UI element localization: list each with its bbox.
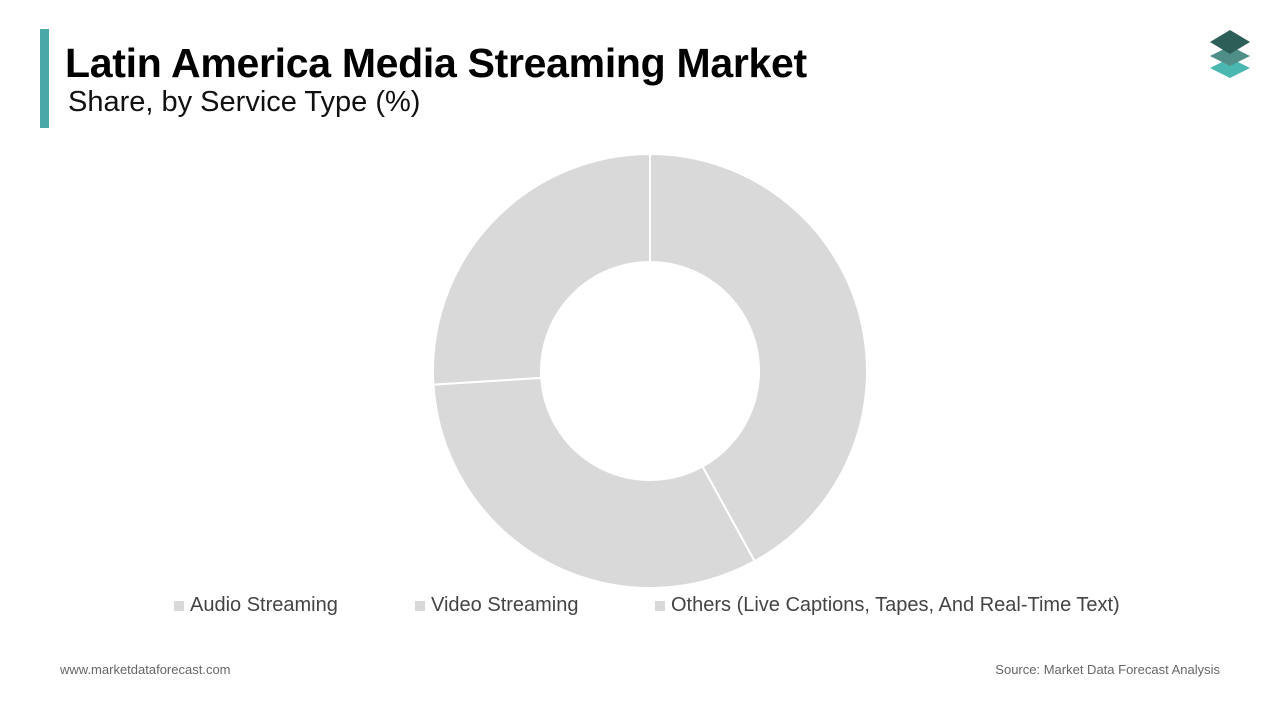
title-accent-bar <box>40 29 49 128</box>
legend-label: Audio Streaming <box>190 594 338 616</box>
legend-swatch <box>415 600 425 611</box>
legend-item: Video Streaming <box>415 594 579 617</box>
legend-item: Audio Streaming <box>174 594 338 617</box>
website-footer: www.marketdataforecast.com <box>60 662 231 677</box>
legend-item: Others (Live Captions, Tapes, And Real-T… <box>655 594 1120 617</box>
donut-slice-2 <box>432 376 756 590</box>
legend-label: Others (Live Captions, Tapes, And Real-T… <box>671 594 1120 616</box>
legend-swatch <box>174 600 184 611</box>
source-footer: Source: Market Data Forecast Analysis <box>995 662 1220 677</box>
legend-swatch <box>655 600 665 611</box>
donut-slice-1 <box>649 152 869 563</box>
chart-subtitle: Share, by Service Type (%) <box>68 86 421 118</box>
donut-slice-3 <box>432 152 651 386</box>
stacked-layers-icon <box>1210 30 1250 78</box>
legend-label: Video Streaming <box>431 594 579 616</box>
chart-title: Latin America Media Streaming Market <box>65 40 807 86</box>
chart-legend: Audio Streaming Video Streaming Others (Li… <box>0 594 1280 620</box>
donut-chart <box>432 152 869 590</box>
